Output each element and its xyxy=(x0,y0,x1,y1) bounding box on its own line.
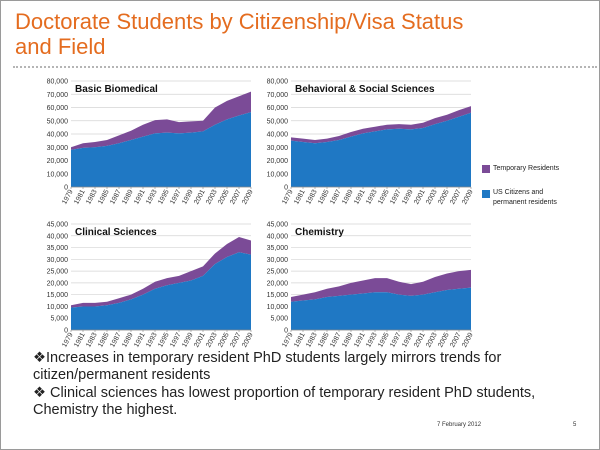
chart0-title-basic-biomedical: Basic Biomedical xyxy=(75,84,158,95)
footer-date: 7 February 2012 xyxy=(437,422,482,428)
chart1-y-tick-label: 50,000 xyxy=(267,118,289,125)
chart0-y-tick-label: 70,000 xyxy=(47,92,69,99)
chart1-series-us-citizens xyxy=(291,112,471,187)
chart1-series-temporary-residents xyxy=(291,106,471,144)
slide-title-line1: Doctorate Students by Citizenship/Visa S… xyxy=(15,9,464,34)
chart3-y-tick-label: 25,000 xyxy=(267,269,289,276)
chart1-y-tick-label: 70,000 xyxy=(267,92,289,99)
chart1-y-tick-label: 0 xyxy=(284,185,288,192)
page-number: 5 xyxy=(573,422,577,428)
chart2-y-tick-label: 30,000 xyxy=(47,257,69,264)
chart-chemistry: 0 5,000 10,000 15,000 20,000 25,000 30,000 35,0… xyxy=(267,222,475,349)
chart2-y-tick-label: 40,000 xyxy=(47,233,69,240)
chart2-y-tick-label: 25,000 xyxy=(47,269,69,276)
chart2-series-temporary-residents xyxy=(71,236,251,308)
chart2-y-tick-label: 20,000 xyxy=(47,280,69,287)
chart0-series-us-citizens xyxy=(71,112,251,187)
chart2-y-tick-label: 35,000 xyxy=(47,245,69,252)
chart3-x-tick-label: 2009 xyxy=(461,332,475,349)
chart-clinical-sciences: 0 5,000 10,000 15,000 20,000 25,000 30,000 35,0… xyxy=(47,222,255,349)
chart3-y-tick-label: 30,000 xyxy=(267,257,289,264)
bullet-item-2: ❖ Clinical sciences has lowest proportio… xyxy=(33,385,536,418)
chart2-series-us-citizens xyxy=(71,252,251,330)
legend-label-temporary: Temporary Residents xyxy=(493,165,560,172)
chart3-title-chemistry: Chemistry xyxy=(295,227,344,238)
legend-label-us-line2: permanent residents xyxy=(493,199,557,206)
chart3-y-tick-label: 15,000 xyxy=(267,292,289,299)
chart0-y-tick-label: 80,000 xyxy=(47,79,69,86)
bullet-list: ❖Increases in temporary resident PhD stu… xyxy=(33,350,538,420)
chart0-y-tick-label: 40,000 xyxy=(47,132,69,139)
slide-title: Doctorate Students by Citizenship/Visa S… xyxy=(15,9,475,59)
chart2-y-tick-label: 0 xyxy=(64,328,68,335)
chart3-y-tick-label: 10,000 xyxy=(267,304,289,311)
legend-label-us-line1: US Citizens and xyxy=(493,189,544,196)
chart0-y-tick-label: 50,000 xyxy=(47,118,69,125)
bullet-item-1: ❖Increases in temporary resident PhD stu… xyxy=(33,350,502,383)
chart2-y-tick-label: 10,000 xyxy=(47,304,69,311)
chart0-y-tick-label: 30,000 xyxy=(47,145,69,152)
title-divider xyxy=(13,66,597,68)
chart3-y-tick-label: 5,000 xyxy=(270,316,288,323)
chart3-y-tick-label: 35,000 xyxy=(267,245,289,252)
chart0-y-tick-label: 20,000 xyxy=(47,158,69,165)
chart-behavioral-social-sciences: 0 10,000 20,000 30,000 40,000 50,000 60,000 70,… xyxy=(267,79,475,206)
chart3-y-tick-label: 40,000 xyxy=(267,233,289,240)
chart0-y-tick-label: 60,000 xyxy=(47,105,69,112)
chart0-y-tick-label: 0 xyxy=(64,185,68,192)
chart1-y-tick-label: 30,000 xyxy=(267,145,289,152)
chart1-y-tick-label: 20,000 xyxy=(267,158,289,165)
chart0-series-temporary-residents xyxy=(71,91,251,150)
chart0-y-tick-label: 10,000 xyxy=(47,171,69,178)
chart3-series-us-citizens xyxy=(291,287,471,330)
chart2-y-tick-label: 5,000 xyxy=(50,316,68,323)
chart2-y-tick-label: 15,000 xyxy=(47,292,69,299)
chart2-title-clinical-sciences: Clinical Sciences xyxy=(75,227,157,238)
chart1-y-tick-label: 60,000 xyxy=(267,105,289,112)
chart2-y-tick-label: 45,000 xyxy=(47,222,69,229)
legend-swatch-temporary xyxy=(482,165,490,173)
chart1-y-tick-label: 80,000 xyxy=(267,79,289,86)
chart3-y-tick-label: 0 xyxy=(284,328,288,335)
chart-basic-biomedical: 0 10,000 20,000 30,000 40,000 50,000 60,000 70,… xyxy=(47,79,255,206)
legend-swatch-us xyxy=(482,190,490,198)
chart3-y-tick-label: 20,000 xyxy=(267,280,289,287)
chart3-series-temporary-residents xyxy=(291,269,471,302)
chart3-y-tick-label: 45,000 xyxy=(267,222,289,229)
chart1-x-tick-label: 2009 xyxy=(461,189,475,206)
chart1-y-tick-label: 10,000 xyxy=(267,171,289,178)
chart1-title-behavioral-social-sciences: Behavioral & Social Sciences xyxy=(295,84,435,95)
slide-title-line2: and Field xyxy=(15,34,106,59)
chart1-y-tick-label: 40,000 xyxy=(267,132,289,139)
